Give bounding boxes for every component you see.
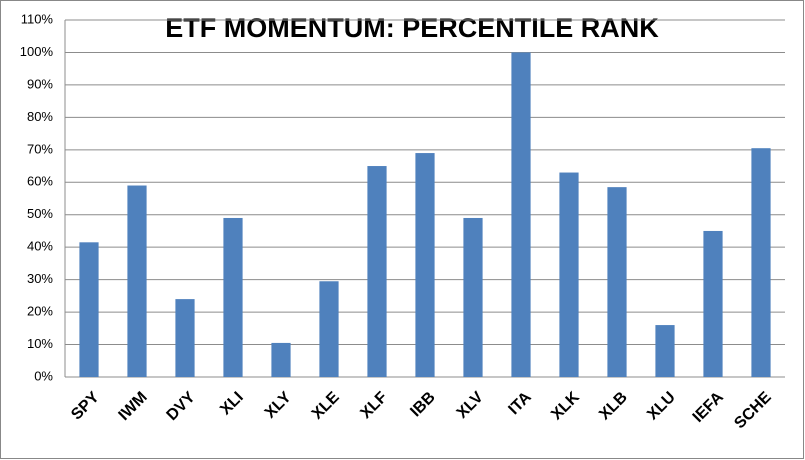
y-tick-label: 90% [27,76,53,91]
y-tick-label: 60% [27,174,53,189]
bar [463,217,483,377]
y-tick-label: 30% [27,271,53,286]
bar [223,217,243,377]
bar [271,342,291,377]
bar [607,187,627,377]
bar [367,166,387,377]
y-tick-label: 110% [21,11,54,26]
y-tick-label: 70% [27,141,53,156]
bar [127,185,147,377]
bar [319,281,339,377]
bar [511,52,531,378]
bar [559,172,579,377]
y-tick-label: 50% [27,206,53,221]
bar [751,148,771,377]
bar [175,299,195,377]
y-tick-label: 40% [27,239,53,254]
bar [415,153,435,377]
y-tick-label: 0% [34,368,53,383]
bar [703,230,723,377]
bar [655,325,675,377]
bar [79,242,99,377]
y-tick-label: 20% [27,304,53,319]
chart-title: ETF MOMENTUM: PERCENTILE RANK [165,13,659,43]
y-tick-label: 10% [27,336,53,351]
y-tick-label: 80% [27,109,53,124]
y-tick-label: 100% [20,44,54,59]
